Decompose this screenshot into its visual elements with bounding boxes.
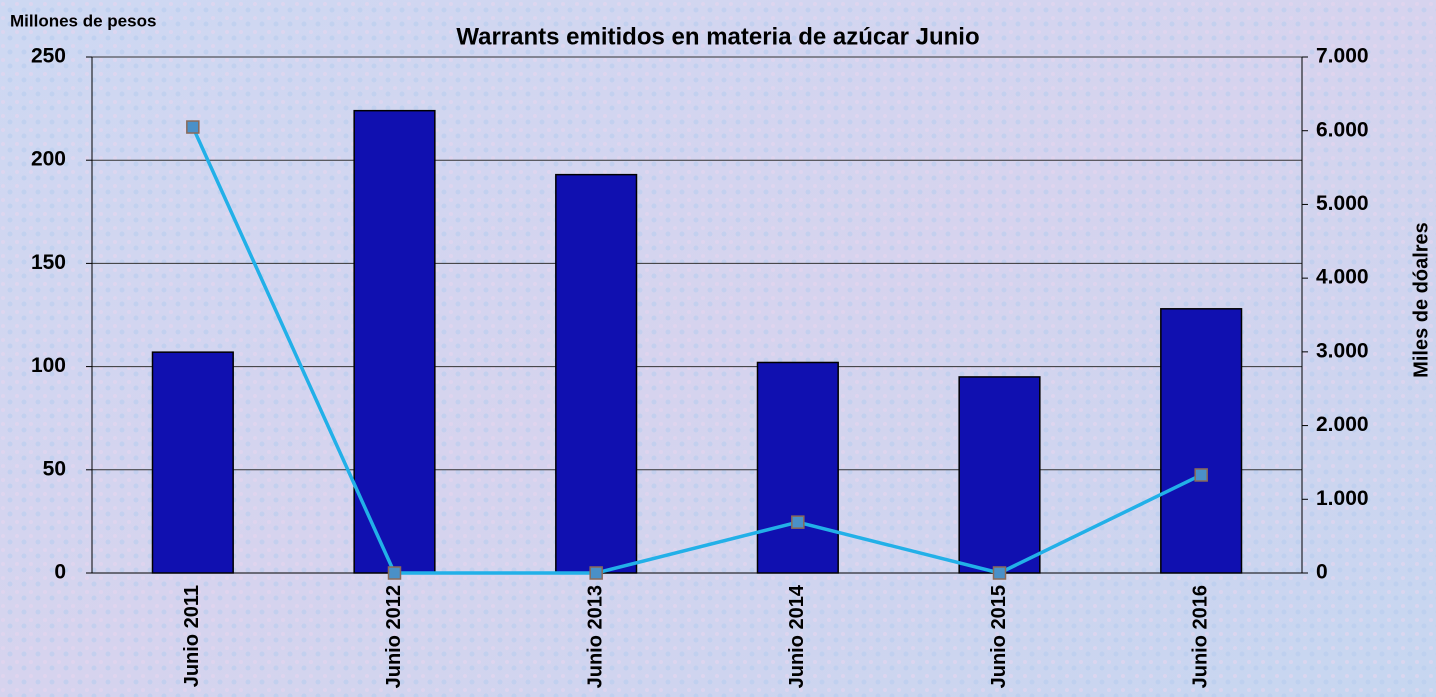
y-tick-label: 250 (31, 45, 66, 68)
y2-tick-label: 7.000 (1316, 45, 1369, 68)
y-tick-label: 150 (31, 251, 66, 274)
y2-tick-label: 3.000 (1316, 339, 1369, 362)
y-tick-label: 100 (31, 354, 66, 377)
bar (1160, 308, 1243, 574)
bar (555, 173, 638, 574)
bar (756, 361, 839, 574)
y-axis-label: Millones de pesos (10, 11, 156, 30)
bar (958, 376, 1041, 574)
x-tick-label: Junio 2016 (1189, 585, 1211, 688)
y2-tick-label: 1.000 (1316, 487, 1369, 510)
y-tick-label: 200 (31, 148, 66, 171)
y2-axis-label: Miles de dóalres (1410, 222, 1432, 378)
chart-title: Warrants emitidos en materia de azúcar J… (456, 23, 979, 50)
bar (151, 351, 234, 574)
y2-tick-label: 6.000 (1316, 118, 1369, 141)
bar (353, 109, 436, 574)
line-marker (186, 120, 200, 134)
x-tick-label: Junio 2011 (181, 585, 203, 687)
x-tick-label: Junio 2014 (786, 584, 808, 688)
y2-tick-label: 5.000 (1316, 192, 1369, 215)
y2-tick-label: 0 (1316, 561, 1328, 584)
y2-tick-label: 4.000 (1316, 266, 1369, 289)
y-tick-label: 0 (54, 561, 66, 584)
x-tick-label: Junio 2015 (988, 585, 1010, 688)
line-marker (1194, 468, 1208, 482)
x-tick-label: Junio 2012 (383, 585, 405, 688)
line (191, 126, 1202, 575)
line-marker (387, 566, 402, 580)
x-tick-label: Junio 2013 (584, 585, 606, 688)
line-marker (992, 566, 1007, 580)
y-tick-label: 50 (43, 457, 66, 480)
line-marker (589, 566, 603, 580)
y2-tick-label: 2.000 (1316, 413, 1369, 436)
line-marker (791, 515, 805, 529)
